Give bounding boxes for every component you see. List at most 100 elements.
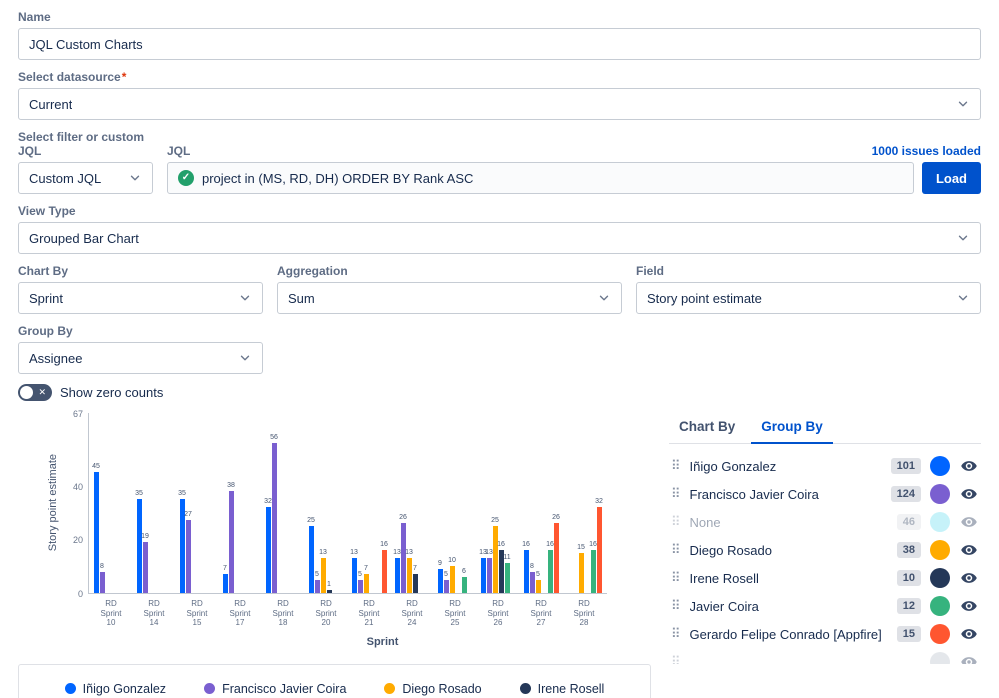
color-swatch[interactable] [930, 484, 950, 504]
bar-value-label: 35 [178, 489, 186, 497]
visibility-eye-icon[interactable] [959, 624, 979, 644]
count-badge: 10 [896, 570, 921, 586]
color-swatch[interactable] [930, 568, 950, 588]
color-swatch[interactable] [930, 624, 950, 644]
group-by-select[interactable]: Assignee [18, 342, 263, 374]
legend-item: Diego Rosado [384, 682, 482, 696]
group-row: ⠿ Francisco Javier Coira 124 [669, 480, 981, 508]
load-button[interactable]: Load [921, 162, 981, 194]
x-tick-label: RD Sprint 17 [229, 599, 251, 628]
tab-chart-by[interactable]: Chart By [679, 419, 736, 434]
visibility-eye-icon[interactable] [959, 540, 979, 560]
bar-value-label: 16 [589, 541, 597, 549]
bar [486, 558, 492, 593]
jql-label: JQL [167, 144, 191, 158]
visibility-eye-icon[interactable] [959, 596, 979, 616]
bar [351, 558, 357, 593]
bar [99, 571, 105, 593]
color-swatch[interactable] [930, 512, 950, 532]
visibility-eye-icon[interactable] [959, 568, 979, 588]
drag-handle-icon[interactable]: ⠿ [671, 458, 681, 473]
bar-value-label: 8 [530, 562, 534, 570]
view-type-value: Grouped Bar Chart [29, 230, 139, 246]
jql-value: project in (MS, RD, DH) ORDER BY Rank AS… [202, 170, 474, 186]
bar [93, 472, 99, 593]
bar-value-label: 13 [485, 549, 493, 557]
bar [504, 563, 510, 593]
chart-column: Story point estimate 0 20 40 67 45 8 RD Sprint… [18, 409, 651, 698]
bar [314, 579, 320, 593]
color-swatch[interactable] [930, 456, 950, 476]
bar [326, 590, 332, 593]
group-name: None [689, 514, 721, 530]
toggle-off-icon: ✕ [38, 387, 46, 397]
x-tick-label: RD Sprint 21 [358, 599, 380, 628]
y-tick-label: 67 [72, 409, 83, 419]
drag-handle-icon[interactable]: ⠿ [671, 654, 681, 664]
panel-tabs: Chart By Group By [669, 413, 981, 444]
chart-by-value: Sprint [29, 290, 63, 306]
visibility-eye-icon[interactable] [959, 512, 979, 532]
bar [265, 507, 271, 593]
name-input[interactable] [18, 28, 981, 60]
legend-dot [384, 683, 396, 695]
bar-value-label: 13 [350, 549, 358, 557]
count-badge: 124 [890, 486, 921, 502]
view-type-select[interactable]: Grouped Bar Chart [18, 222, 981, 254]
field-value: Story point estimate [647, 290, 762, 306]
drag-handle-icon[interactable]: ⠿ [671, 598, 681, 613]
bar [480, 558, 486, 593]
chart-by-select[interactable]: Sprint [18, 282, 263, 314]
view-type-field: View Type Grouped Bar Chart [18, 204, 981, 254]
chart-legend: Iñigo Gonzalez Francisco Javier Coira Dieg… [18, 663, 651, 698]
chevron-down-icon [956, 231, 970, 245]
bar-value-label: 13 [405, 549, 413, 557]
bar-value-label: 35 [135, 489, 143, 497]
color-swatch[interactable] [930, 596, 950, 616]
group-by-label: Group By [18, 324, 73, 338]
legend-dot [519, 683, 531, 695]
bar-value-label: 13 [319, 549, 327, 557]
bar-value-label: 5 [536, 570, 540, 578]
visibility-eye-icon[interactable] [959, 652, 979, 664]
show-zero-counts-toggle[interactable]: ✕ [18, 384, 52, 401]
bar-group: 13 5 7 16 RD Sprint 21 [349, 413, 389, 628]
field-field: Field Story point estimate [636, 264, 981, 314]
x-tick-label: RD Sprint 18 [272, 599, 294, 628]
drag-handle-icon[interactable]: ⠿ [671, 542, 681, 557]
bar-value-label: 32 [264, 498, 272, 506]
drag-handle-icon[interactable]: ⠿ [671, 514, 681, 529]
y-axis-title-box: Story point estimate [44, 413, 62, 593]
jql-input[interactable]: ✓ project in (MS, RD, DH) ORDER BY Rank … [167, 162, 914, 194]
bar [381, 550, 387, 593]
drag-handle-icon[interactable]: ⠿ [671, 486, 681, 501]
datasource-select[interactable]: Current [18, 88, 981, 120]
y-tick-label: 20 [72, 535, 83, 546]
color-swatch[interactable] [930, 652, 950, 664]
legend-item: Irene Rosell [519, 682, 604, 696]
group-name: Gerardo Felipe Conrado [Appfire] [689, 626, 882, 642]
bar [578, 552, 584, 593]
aggregation-select[interactable]: Sum [277, 282, 622, 314]
color-swatch[interactable] [930, 540, 950, 560]
drag-handle-icon[interactable]: ⠿ [671, 626, 681, 641]
filter-select[interactable]: Custom JQL [18, 162, 153, 194]
bar-group: 35 19 RD Sprint 14 [134, 413, 174, 628]
aggregation-label: Aggregation [277, 264, 348, 278]
bar [523, 550, 529, 593]
bar-value-label: 5 [444, 570, 448, 578]
chevron-down-icon [956, 97, 970, 111]
bar-group: 13 13 25 16 11 RD Sprint 26 [478, 413, 518, 628]
bar [443, 579, 449, 593]
visibility-eye-icon[interactable] [959, 484, 979, 504]
tab-group-by[interactable]: Group By [751, 413, 833, 444]
drag-handle-icon[interactable]: ⠿ [671, 570, 681, 585]
bar [412, 574, 418, 593]
x-tick-label: RD Sprint 20 [315, 599, 337, 628]
field-select[interactable]: Story point estimate [636, 282, 981, 314]
group-row: ⠿ Javier Coira 12 [669, 592, 981, 620]
group-row: ⠿ Diego Rosado 38 [669, 536, 981, 564]
visibility-eye-icon[interactable] [959, 456, 979, 476]
bar [553, 523, 559, 593]
